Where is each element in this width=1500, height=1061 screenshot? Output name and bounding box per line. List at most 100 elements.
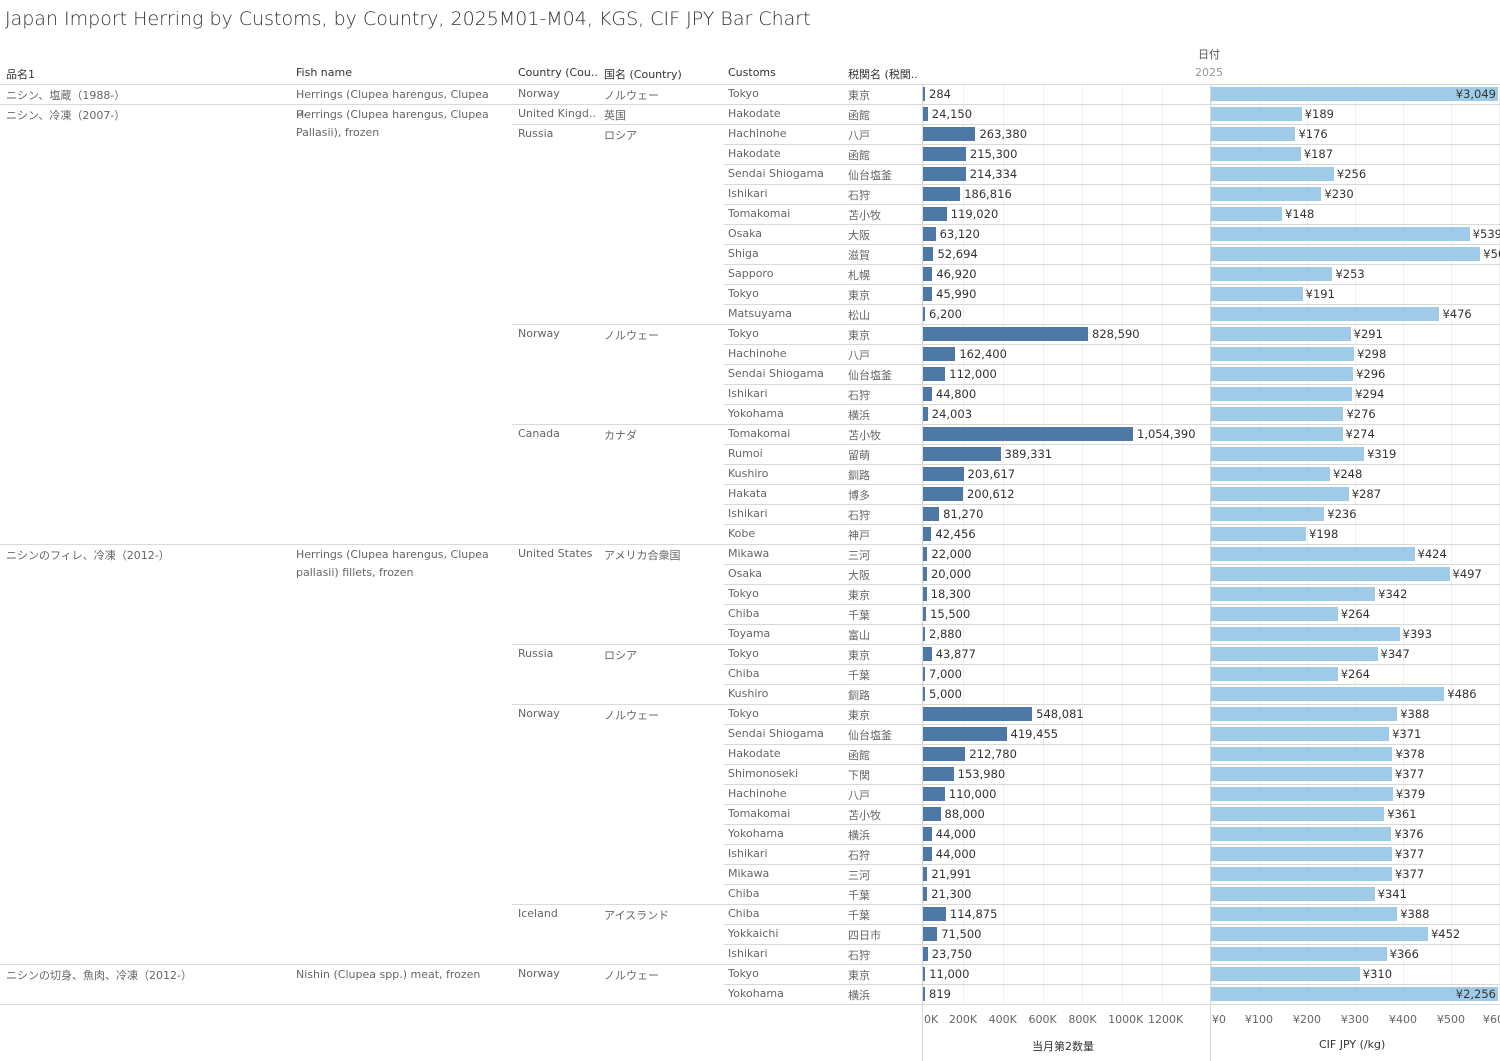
customs-name[interactable]: Tokyo bbox=[728, 967, 759, 980]
qty-bar[interactable] bbox=[923, 187, 961, 201]
qty-bar[interactable] bbox=[923, 107, 928, 121]
qty-bar[interactable] bbox=[923, 627, 925, 641]
cif-bar[interactable] bbox=[1211, 867, 1392, 881]
customs-name[interactable]: Chiba bbox=[728, 887, 760, 900]
customs-name[interactable]: Hachinohe bbox=[728, 347, 787, 360]
cif-bar[interactable] bbox=[1211, 127, 1296, 141]
customs-name[interactable]: Ishikari bbox=[728, 847, 768, 860]
qty-bar[interactable] bbox=[923, 127, 976, 141]
customs-name[interactable]: Mikawa bbox=[728, 867, 770, 880]
cif-bar[interactable] bbox=[1211, 907, 1398, 921]
qty-bar[interactable] bbox=[923, 987, 925, 1001]
cif-bar[interactable] bbox=[1211, 87, 1498, 101]
customs-name[interactable]: Hakodate bbox=[728, 107, 781, 120]
qty-bar[interactable] bbox=[923, 867, 928, 881]
customs-name[interactable]: Ishikari bbox=[728, 947, 768, 960]
cif-bar[interactable] bbox=[1211, 667, 1338, 681]
qty-bar[interactable] bbox=[923, 567, 927, 581]
customs-name[interactable]: Yokohama bbox=[728, 827, 784, 840]
qty-bar[interactable] bbox=[923, 747, 966, 761]
cif-bar[interactable] bbox=[1211, 607, 1338, 621]
qty-bar[interactable] bbox=[923, 727, 1007, 741]
header-country-jp[interactable]: 国名 (Country) bbox=[604, 68, 682, 81]
qty-bar[interactable] bbox=[923, 167, 966, 181]
cif-bar[interactable] bbox=[1211, 807, 1385, 821]
qty-bar[interactable] bbox=[923, 367, 946, 381]
customs-name[interactable]: Mikawa bbox=[728, 547, 770, 560]
qty-bar[interactable] bbox=[923, 267, 933, 281]
customs-name[interactable]: Sapporo bbox=[728, 267, 774, 280]
qty-bar[interactable] bbox=[923, 547, 928, 561]
customs-name[interactable]: Toyama bbox=[728, 627, 771, 640]
cif-bar[interactable] bbox=[1211, 327, 1351, 341]
cif-bar[interactable] bbox=[1211, 787, 1393, 801]
customs-name[interactable]: Sendai Shiogama bbox=[728, 167, 824, 180]
qty-bar[interactable] bbox=[923, 887, 928, 901]
qty-bar[interactable] bbox=[923, 447, 1001, 461]
customs-name[interactable]: Tokyo bbox=[728, 707, 759, 720]
customs-name[interactable]: Tomakomai bbox=[728, 807, 791, 820]
qty-bar[interactable] bbox=[923, 927, 938, 941]
qty-bar[interactable] bbox=[923, 667, 925, 681]
cif-bar[interactable] bbox=[1211, 947, 1387, 961]
cif-bar[interactable] bbox=[1211, 587, 1376, 601]
customs-name[interactable]: Hakodate bbox=[728, 147, 781, 160]
cif-bar[interactable] bbox=[1211, 147, 1301, 161]
cif-bar[interactable] bbox=[1211, 547, 1415, 561]
customs-name[interactable]: Tomakomai bbox=[728, 427, 791, 440]
customs-name[interactable]: Kobe bbox=[728, 527, 756, 540]
qty-bar[interactable] bbox=[923, 907, 946, 921]
cif-bar[interactable] bbox=[1211, 167, 1334, 181]
cif-bar[interactable] bbox=[1211, 207, 1283, 221]
header-customs[interactable]: Customs bbox=[728, 66, 776, 79]
cif-bar[interactable] bbox=[1211, 567, 1450, 581]
qty-bar[interactable] bbox=[923, 407, 928, 421]
customs-name[interactable]: Sendai Shiogama bbox=[728, 727, 824, 740]
qty-bar[interactable] bbox=[923, 947, 928, 961]
cif-bar[interactable] bbox=[1211, 847, 1392, 861]
cif-bar[interactable] bbox=[1211, 727, 1390, 741]
cif-bar[interactable] bbox=[1211, 647, 1378, 661]
cif-bar[interactable] bbox=[1211, 827, 1392, 841]
customs-name[interactable]: Tokyo bbox=[728, 287, 759, 300]
cif-bar[interactable] bbox=[1211, 707, 1398, 721]
customs-name[interactable]: Tokyo bbox=[728, 647, 759, 660]
cif-bar[interactable] bbox=[1211, 887, 1375, 901]
cif-bar[interactable] bbox=[1211, 487, 1349, 501]
qty-bar[interactable] bbox=[923, 87, 925, 101]
cif-bar[interactable] bbox=[1211, 767, 1392, 781]
customs-name[interactable]: Tokyo bbox=[728, 87, 759, 100]
cif-bar[interactable] bbox=[1211, 347, 1355, 361]
qty-bar[interactable] bbox=[923, 427, 1133, 441]
qty-bar[interactable] bbox=[923, 467, 964, 481]
customs-name[interactable]: Osaka bbox=[728, 567, 763, 580]
cif-bar[interactable] bbox=[1211, 427, 1343, 441]
qty-bar[interactable] bbox=[923, 207, 947, 221]
qty-bar[interactable] bbox=[923, 147, 966, 161]
customs-name[interactable]: Hachinohe bbox=[728, 127, 787, 140]
customs-name[interactable]: Yokkaichi bbox=[728, 927, 779, 940]
qty-bar[interactable] bbox=[923, 967, 926, 981]
qty-bar[interactable] bbox=[923, 227, 936, 241]
cif-bar[interactable] bbox=[1211, 107, 1302, 121]
header-country[interactable]: Country (Cou.. bbox=[518, 66, 598, 79]
customs-name[interactable]: Osaka bbox=[728, 227, 763, 240]
qty-bar[interactable] bbox=[923, 507, 940, 521]
customs-name[interactable]: Rumoi bbox=[728, 447, 763, 460]
customs-name[interactable]: Hachinohe bbox=[728, 787, 787, 800]
cif-bar[interactable] bbox=[1211, 467, 1331, 481]
qty-bar[interactable] bbox=[923, 327, 1089, 341]
qty-bar[interactable] bbox=[923, 487, 963, 501]
qty-bar[interactable] bbox=[923, 787, 945, 801]
cif-bar[interactable] bbox=[1211, 387, 1353, 401]
cif-bar[interactable] bbox=[1211, 687, 1445, 701]
cif-bar[interactable] bbox=[1211, 407, 1344, 421]
qty-bar[interactable] bbox=[923, 287, 933, 301]
cif-bar[interactable] bbox=[1211, 247, 1481, 261]
customs-name[interactable]: Hakodate bbox=[728, 747, 781, 760]
customs-name[interactable]: Tomakomai bbox=[728, 207, 791, 220]
qty-bar[interactable] bbox=[923, 387, 932, 401]
cif-bar[interactable] bbox=[1211, 287, 1303, 301]
qty-bar[interactable] bbox=[923, 647, 932, 661]
qty-bar[interactable] bbox=[923, 347, 956, 361]
